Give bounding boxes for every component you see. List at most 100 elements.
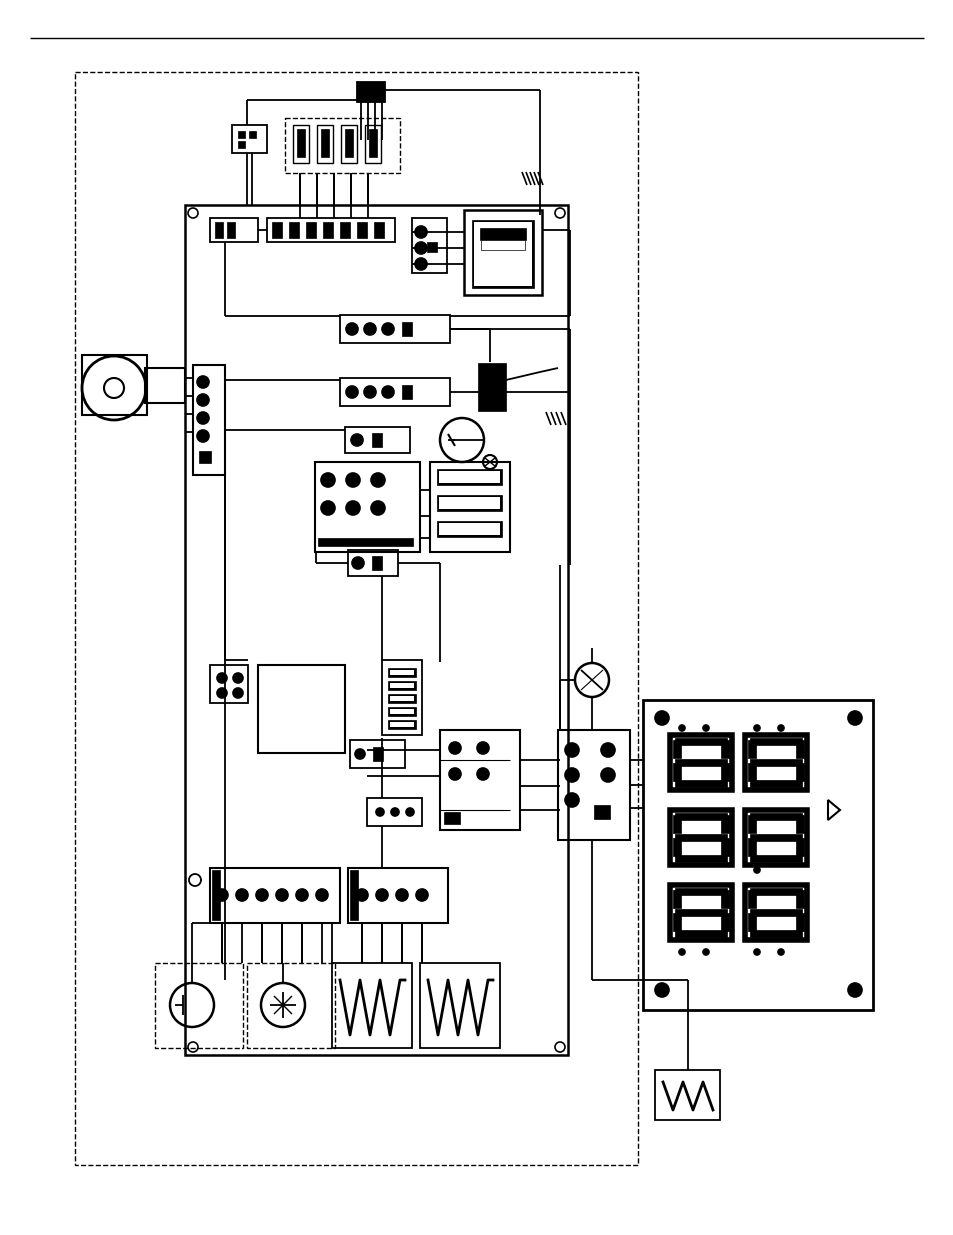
Circle shape <box>255 889 268 902</box>
Bar <box>232 125 267 153</box>
Bar <box>675 909 726 916</box>
Circle shape <box>371 501 385 515</box>
Bar <box>744 810 806 864</box>
Bar <box>412 219 447 273</box>
Bar <box>390 697 414 701</box>
Bar <box>374 222 384 238</box>
Circle shape <box>600 768 615 782</box>
Bar <box>339 315 450 343</box>
Bar <box>272 222 282 238</box>
Bar <box>306 222 315 238</box>
Bar <box>388 694 416 703</box>
Bar <box>749 813 801 820</box>
Bar <box>345 128 353 157</box>
Bar <box>317 538 413 546</box>
Bar <box>296 128 305 157</box>
Bar <box>749 739 801 745</box>
Bar <box>373 747 382 761</box>
Circle shape <box>416 889 428 902</box>
Bar <box>237 131 245 138</box>
Bar <box>390 709 414 714</box>
Bar <box>795 815 803 832</box>
Bar <box>747 890 755 908</box>
Bar <box>436 521 501 537</box>
Circle shape <box>655 711 668 725</box>
Circle shape <box>364 324 375 335</box>
Bar <box>795 740 803 758</box>
Bar <box>675 760 726 766</box>
Circle shape <box>351 433 363 446</box>
Bar <box>419 963 499 1049</box>
Bar <box>795 839 803 856</box>
Bar <box>672 815 680 832</box>
Bar <box>672 890 680 908</box>
Circle shape <box>476 742 489 755</box>
Bar <box>369 128 376 157</box>
Circle shape <box>847 711 862 725</box>
Bar <box>669 885 731 940</box>
Circle shape <box>216 673 227 683</box>
Bar <box>227 222 234 238</box>
Bar <box>210 664 248 703</box>
Bar <box>463 210 541 295</box>
Circle shape <box>355 889 368 902</box>
Bar <box>749 834 801 841</box>
Circle shape <box>415 258 427 270</box>
Circle shape <box>778 948 783 955</box>
Bar <box>675 834 726 841</box>
Bar <box>438 471 499 483</box>
Circle shape <box>564 793 578 806</box>
Bar <box>558 730 629 840</box>
Bar <box>372 556 381 571</box>
Bar <box>154 963 243 1049</box>
Circle shape <box>753 948 760 955</box>
Bar <box>749 855 801 862</box>
Bar <box>237 141 245 148</box>
Bar <box>675 813 726 820</box>
Bar <box>249 131 255 138</box>
Circle shape <box>778 725 783 731</box>
Bar <box>348 550 397 576</box>
Circle shape <box>381 387 394 398</box>
Bar <box>340 125 356 163</box>
Bar <box>350 740 405 768</box>
Circle shape <box>449 742 460 755</box>
Bar <box>267 219 395 242</box>
Circle shape <box>375 889 388 902</box>
Bar <box>439 730 519 830</box>
Circle shape <box>753 725 760 731</box>
Bar <box>388 720 416 729</box>
Bar <box>356 222 367 238</box>
Bar <box>795 763 803 781</box>
Bar <box>82 354 147 415</box>
Circle shape <box>600 743 615 757</box>
Bar <box>390 671 414 676</box>
Bar <box>212 869 220 920</box>
Bar <box>293 125 309 163</box>
Bar <box>388 668 416 677</box>
Bar <box>747 839 755 856</box>
Circle shape <box>406 808 414 816</box>
Circle shape <box>375 808 384 816</box>
Circle shape <box>679 948 684 955</box>
Bar <box>472 220 534 288</box>
Bar <box>744 885 806 940</box>
Circle shape <box>233 688 243 698</box>
Bar <box>314 462 419 552</box>
Bar <box>436 495 501 511</box>
Bar <box>320 128 329 157</box>
Bar <box>477 363 505 411</box>
Circle shape <box>679 725 684 731</box>
Bar <box>316 125 333 163</box>
Circle shape <box>449 768 460 781</box>
Bar <box>367 798 421 826</box>
Bar <box>356 82 385 103</box>
Circle shape <box>346 387 357 398</box>
Bar <box>749 760 801 766</box>
Bar <box>672 913 680 931</box>
Bar <box>594 805 609 819</box>
Bar <box>185 205 567 1055</box>
Circle shape <box>564 743 578 757</box>
Bar <box>720 763 728 781</box>
Circle shape <box>415 242 427 254</box>
